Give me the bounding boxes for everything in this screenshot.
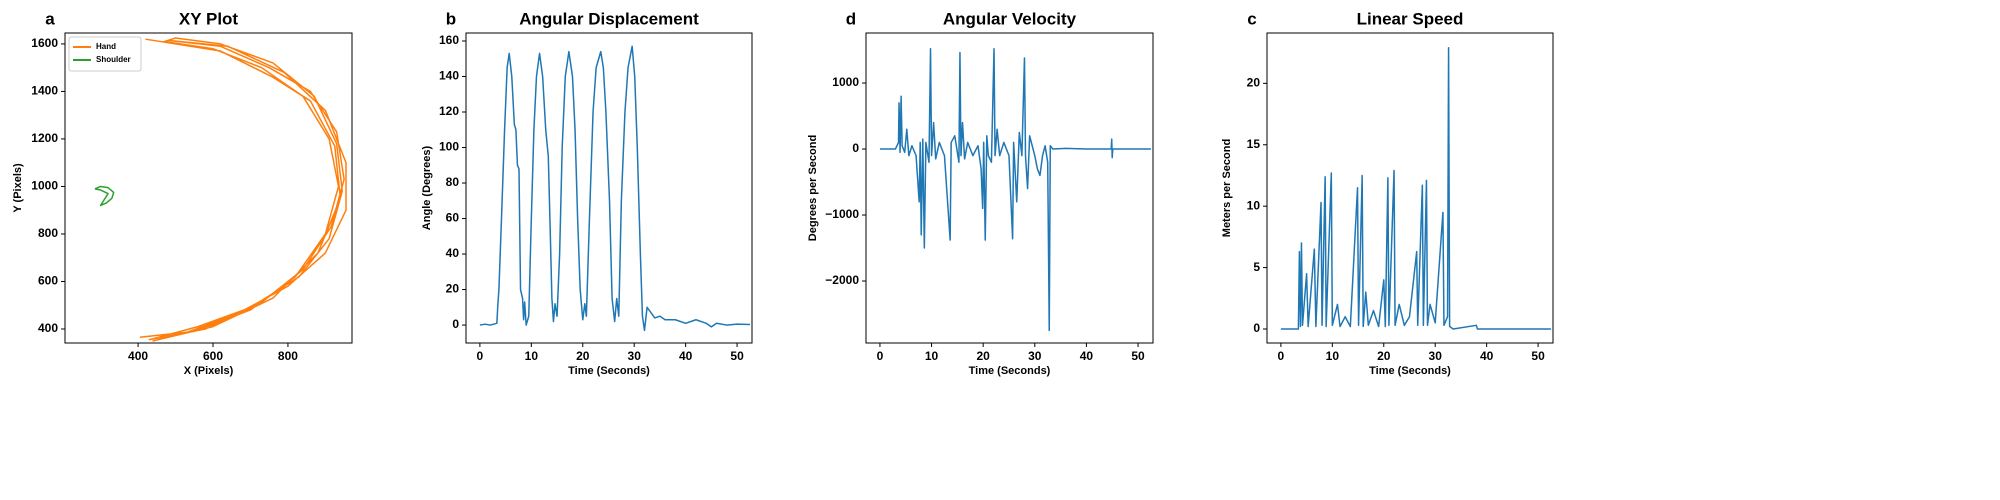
y-axis-label: Angle (Degrees) [421, 145, 433, 230]
axes-frame [865, 32, 1154, 344]
y-tick-label: 400 [38, 321, 58, 335]
panel-label: a [45, 9, 55, 28]
panel-label: d [846, 9, 856, 28]
data-line [139, 37, 347, 342]
y-tick-label: 0 [452, 317, 459, 331]
x-tick-label: 800 [278, 349, 298, 363]
y-tick-label: 0 [852, 141, 859, 155]
y-tick-label: 120 [439, 104, 459, 118]
x-tick-label: 600 [203, 349, 223, 363]
x-tick-label: 50 [730, 349, 744, 363]
data-line [879, 47, 1151, 332]
x-tick-label: 10 [525, 349, 539, 363]
x-tick-label: 20 [576, 349, 590, 363]
data-line [94, 185, 115, 207]
x-tick-label: 20 [1377, 349, 1391, 363]
x-tick-label: 30 [1028, 349, 1042, 363]
panel-title: Angular Velocity [943, 9, 1077, 28]
y-tick-label: 80 [446, 175, 460, 189]
x-tick-label: 30 [628, 349, 642, 363]
y-tick-label: 160 [439, 33, 459, 47]
panel: Linear Speed c Time (Seconds) Meters per Se… [1221, 9, 1554, 377]
x-tick-label: 0 [477, 349, 484, 363]
x-tick-label: 40 [1480, 349, 1494, 363]
panel-label: b [446, 9, 456, 28]
y-tick-label: 1600 [31, 36, 58, 50]
y-tick-label: 60 [446, 211, 460, 225]
x-tick-label: 0 [877, 349, 884, 363]
y-tick-label: 5 [1253, 260, 1260, 274]
panel-label: c [1247, 9, 1256, 28]
y-tick-label: 1000 [31, 179, 58, 193]
y-tick-label: −1000 [825, 207, 859, 221]
x-tick-label: 10 [925, 349, 939, 363]
y-tick-label: 100 [439, 140, 459, 154]
x-tick-label: 50 [1131, 349, 1145, 363]
panel: Angular Velocity d Time (Seconds) Degrees p… [807, 9, 1154, 377]
x-axis-label: Time (Seconds) [568, 365, 650, 377]
x-tick-label: 40 [1080, 349, 1094, 363]
y-tick-label: 600 [38, 274, 58, 288]
x-tick-label: 20 [976, 349, 990, 363]
y-tick-label: 0 [1253, 321, 1260, 335]
legend-label: Shoulder [96, 55, 131, 64]
panel: XY Plot a X (Pixels) Y (Pixels) 400 600 800 400… [12, 9, 353, 377]
y-tick-label: 10 [1247, 198, 1261, 212]
y-axis-label: Y (Pixels) [12, 163, 24, 213]
x-tick-label: 400 [128, 349, 148, 363]
y-tick-label: 20 [1247, 76, 1261, 90]
y-tick-label: 800 [38, 226, 58, 240]
x-axis-label: Time (Seconds) [969, 365, 1051, 377]
data-line [1280, 46, 1551, 330]
y-tick-label: 40 [446, 246, 460, 260]
legend-box [68, 36, 142, 72]
y-tick-label: 1000 [832, 75, 859, 89]
y-axis-label: Degrees per Second [807, 135, 819, 241]
y-axis-label: Meters per Second [1221, 139, 1233, 237]
y-tick-label: −2000 [825, 273, 859, 287]
x-tick-label: 40 [679, 349, 693, 363]
axes-frame [465, 32, 753, 344]
x-tick-label: 30 [1429, 349, 1443, 363]
x-tick-label: 10 [1326, 349, 1340, 363]
axes-frame [64, 32, 353, 344]
panel-title: XY Plot [179, 9, 239, 28]
x-tick-label: 50 [1531, 349, 1545, 363]
y-tick-label: 15 [1247, 137, 1261, 151]
panel-title: Angular Displacement [519, 9, 699, 28]
y-tick-label: 20 [446, 282, 460, 296]
y-tick-label: 1200 [31, 131, 58, 145]
x-axis-label: Time (Seconds) [1369, 365, 1451, 377]
x-tick-label: 0 [1278, 349, 1285, 363]
y-tick-label: 1400 [31, 84, 58, 98]
axes-frame [1266, 32, 1554, 344]
panel-title: Linear Speed [1357, 9, 1464, 28]
data-line [479, 45, 750, 332]
x-axis-label: X (Pixels) [184, 365, 234, 377]
y-tick-label: 140 [439, 69, 459, 83]
panel: Angular Displacement b Time (Seconds) Angle… [421, 9, 753, 377]
legend-label: Hand [96, 42, 116, 51]
